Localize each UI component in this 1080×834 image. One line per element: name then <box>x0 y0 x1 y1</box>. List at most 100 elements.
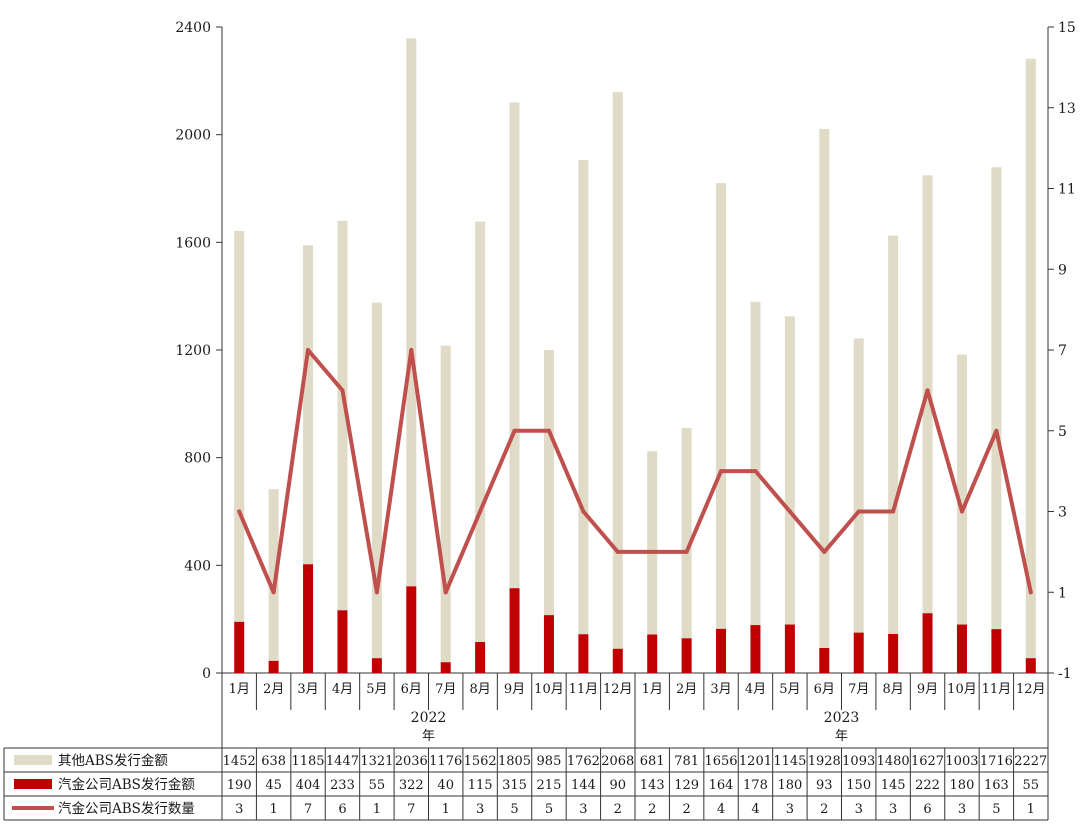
y-right-tick-label: 7 <box>1058 343 1067 359</box>
table-value: 3 <box>476 802 484 817</box>
bar-auto <box>234 621 245 673</box>
y-right-tick-label: 3 <box>1058 505 1067 521</box>
table-value: 1145 <box>773 754 806 769</box>
bar-auto <box>647 634 658 673</box>
x-tick-label: 4月 <box>332 682 353 697</box>
table-value: 6 <box>923 802 931 817</box>
table-value: 1093 <box>842 754 875 769</box>
y-left-tick-label: 400 <box>184 558 211 574</box>
table-value: 180 <box>950 778 975 793</box>
table-value: 1480 <box>877 754 910 769</box>
bar-other <box>268 489 279 661</box>
table-value: 1762 <box>567 754 600 769</box>
table-value: 2227 <box>1014 754 1047 769</box>
y-right-tick-label: 15 <box>1058 20 1076 36</box>
line-count-point <box>409 348 414 352</box>
table-value: 215 <box>537 778 562 793</box>
table-value: 2 <box>682 802 690 817</box>
bar-other <box>612 92 623 649</box>
table-value: 144 <box>571 778 596 793</box>
table-value: 4 <box>751 802 759 817</box>
bar-other <box>784 316 795 625</box>
line-count-point <box>546 428 551 433</box>
bar-other <box>716 183 727 629</box>
line-count-point <box>1028 590 1033 595</box>
table-value: 1 <box>373 802 381 817</box>
x-tick-label: 2月 <box>676 682 697 697</box>
group-year-label: 2022 <box>411 710 447 726</box>
line-count-point <box>925 388 930 393</box>
y-right-tick-label: 5 <box>1058 424 1067 440</box>
x-tick-label: 1月 <box>642 682 663 697</box>
line-count-point <box>306 348 311 352</box>
x-tick-label: 10月 <box>947 682 977 697</box>
bar-other <box>234 231 245 622</box>
legend-swatch-other <box>14 755 52 765</box>
x-tick-label: 12月 <box>603 682 633 697</box>
table-value: 2 <box>648 802 656 817</box>
bar-auto <box>268 660 279 673</box>
line-count-point <box>581 509 586 514</box>
table-value: 1805 <box>498 754 531 769</box>
bar-auto <box>922 613 933 673</box>
bar-other <box>371 302 382 659</box>
line-count-point <box>650 549 655 554</box>
table-value: 5 <box>510 802 518 817</box>
y-left-tick-label: 800 <box>184 451 211 467</box>
table-value: 1 <box>269 802 277 817</box>
bar-other <box>750 301 761 626</box>
bar-other <box>956 354 967 625</box>
line-count-point <box>512 428 517 433</box>
line-count-point <box>787 509 792 514</box>
line-count-point <box>615 549 620 554</box>
bar-other <box>888 235 899 634</box>
x-tick-label: 9月 <box>504 682 525 697</box>
bar-other <box>543 350 554 616</box>
bar-auto <box>784 624 795 673</box>
table-value: 180 <box>777 778 802 793</box>
x-tick-label: 6月 <box>814 682 835 697</box>
x-tick-label: 2月 <box>263 682 284 697</box>
line-count-point <box>478 509 483 514</box>
table-value: 1321 <box>360 754 393 769</box>
table-value: 1176 <box>429 754 462 769</box>
line-count-point <box>237 509 242 514</box>
bar-other <box>1025 58 1036 659</box>
table-value: 7 <box>407 802 415 817</box>
line-count-point <box>271 590 276 595</box>
bar-other <box>303 245 314 565</box>
table-value: 145 <box>881 778 906 793</box>
x-tick-label: 3月 <box>297 682 318 697</box>
legend-label: 其他ABS发行金额 <box>58 753 168 769</box>
bar-auto <box>406 586 417 673</box>
table-value: 115 <box>468 778 493 793</box>
table-value: 3 <box>889 802 897 817</box>
bar-other <box>991 167 1002 630</box>
bar-auto <box>440 662 451 673</box>
table-value: 222 <box>915 778 940 793</box>
table-value: 1185 <box>291 754 324 769</box>
table-value: 90 <box>610 778 627 793</box>
line-count-point <box>959 509 964 514</box>
y-left-tick-label: 2400 <box>175 20 211 36</box>
x-tick-label: 1月 <box>229 682 250 697</box>
table-value: 4 <box>717 802 725 817</box>
bar-other <box>406 38 417 587</box>
x-tick-label: 6月 <box>401 682 422 697</box>
line-count-point <box>994 428 999 433</box>
bar-auto <box>991 629 1002 673</box>
table-value: 143 <box>640 778 665 793</box>
line-count-point <box>753 469 758 474</box>
x-tick-label: 11月 <box>982 682 1012 697</box>
x-tick-label: 5月 <box>779 682 800 697</box>
table-value: 1627 <box>911 754 944 769</box>
table-value: 1562 <box>464 754 497 769</box>
bar-auto <box>853 632 864 673</box>
table-value: 638 <box>261 754 286 769</box>
line-count-point <box>856 509 861 514</box>
y-left-tick-label: 2000 <box>175 128 211 144</box>
table-value: 93 <box>816 778 833 793</box>
table-value: 322 <box>399 778 424 793</box>
bar-other <box>475 221 486 643</box>
